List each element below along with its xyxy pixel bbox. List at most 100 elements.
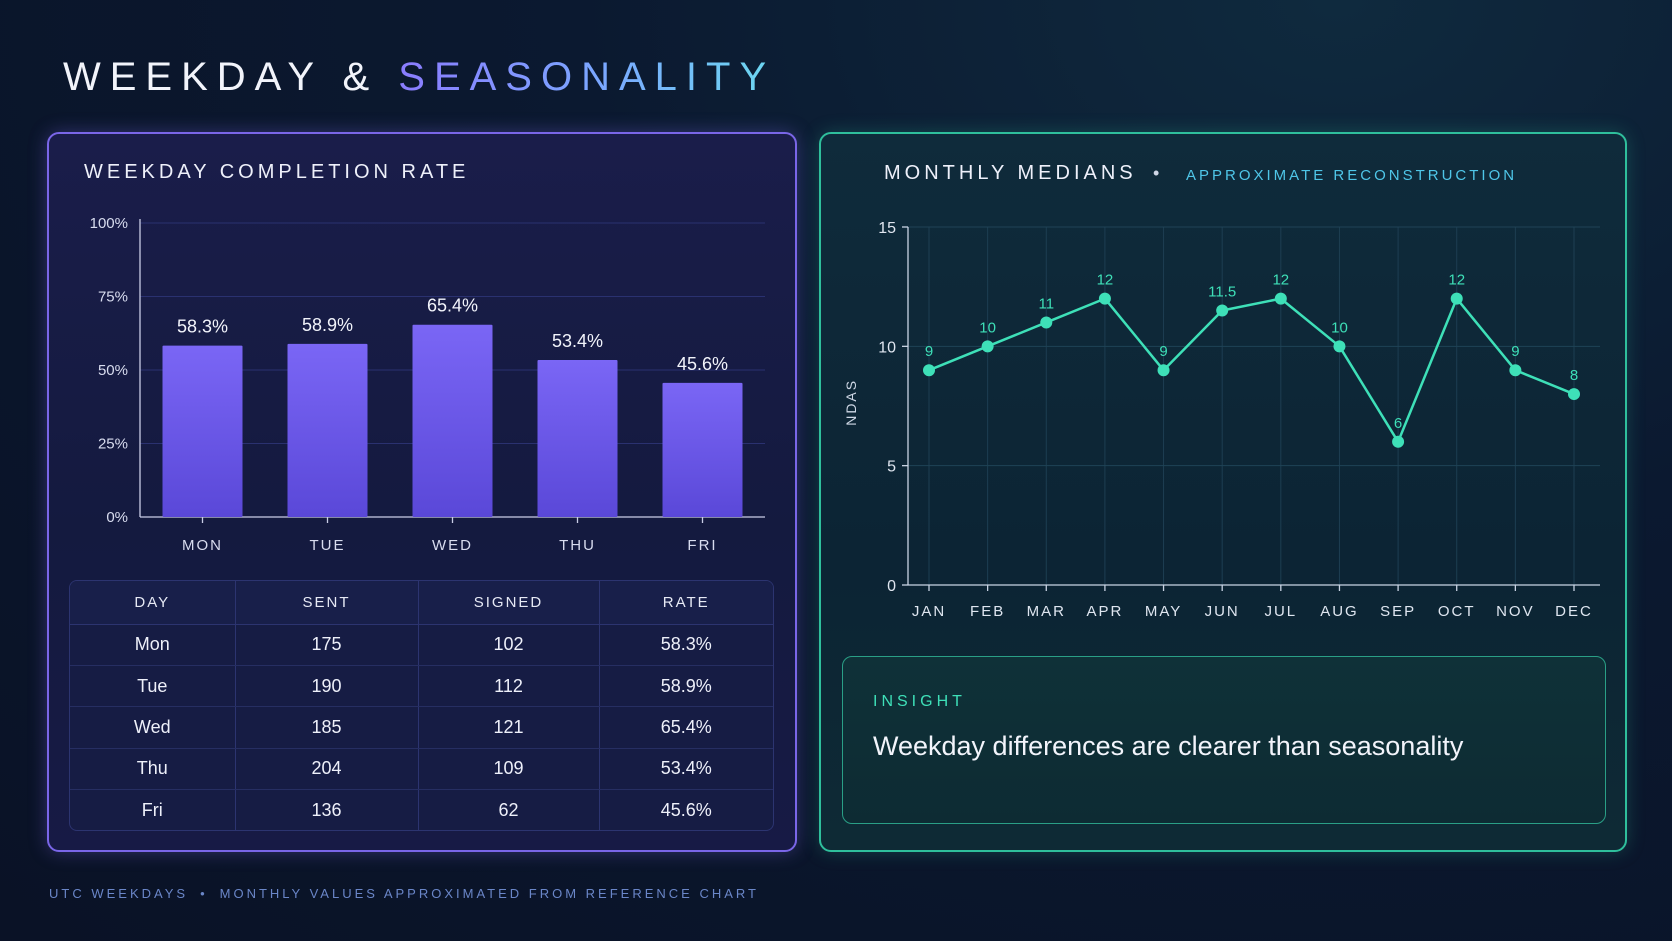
line-x-tick-label: JAN <box>912 603 946 620</box>
table-header-row: DAY SENT SIGNED RATE <box>70 581 773 625</box>
line-data-label: 6 <box>1394 415 1402 432</box>
line-x-tick-label: OCT <box>1438 603 1476 620</box>
bar-data-label: 58.9% <box>302 315 353 335</box>
line-x-tick-label: MAY <box>1145 603 1182 620</box>
line-x-tick-label: NOV <box>1496 603 1535 620</box>
table-cell: Wed <box>70 706 236 749</box>
line-data-label: 9 <box>925 343 933 360</box>
insight-label: INSIGHT <box>873 693 966 710</box>
line-x-tick-label: AUG <box>1320 603 1359 620</box>
table-row: Tue 190 112 58.9% <box>70 665 773 708</box>
line-data-label: 9 <box>1159 343 1167 360</box>
table-header-day: DAY <box>70 581 236 625</box>
line-y-axis-label: NDAS <box>843 379 859 426</box>
bar-x-tick-label: MON <box>182 537 223 554</box>
line-x-tick-label: FEB <box>970 603 1005 620</box>
line-y-tick-label: 10 <box>878 339 896 356</box>
weekday-panel-heading: WEEKDAY COMPLETION RATE <box>84 161 470 183</box>
line-point <box>1157 364 1170 377</box>
line-x-tick-label: MAR <box>1027 603 1066 620</box>
line-x-tick-label: DEC <box>1555 603 1593 620</box>
line-point <box>1509 364 1522 377</box>
table-cell: 204 <box>235 748 419 791</box>
line-data-label: 10 <box>1331 319 1348 336</box>
line-point <box>1450 292 1463 305</box>
bar-data-label: 65.4% <box>427 296 478 316</box>
footer-note: UTC WEEKDAYS • MONTHLY VALUES APPROXIMATED… <box>49 886 759 901</box>
line-point <box>1568 388 1580 401</box>
bar-data-label: 45.6% <box>677 354 728 374</box>
table-row: Mon 175 102 58.3% <box>70 624 773 666</box>
table-header-sent: SENT <box>235 581 419 625</box>
table-row: Fri 136 62 45.6% <box>70 789 773 830</box>
line-data-label: 11 <box>1038 295 1054 312</box>
weekday-table: DAY SENT SIGNED RATE Mon 175 102 58.3% T… <box>69 580 774 831</box>
bar <box>537 360 618 517</box>
line-point <box>1216 304 1229 317</box>
footer-separator: • <box>200 886 208 901</box>
line-point <box>981 340 994 353</box>
bar-y-tick-label: 25% <box>98 436 128 453</box>
bar-y-tick-label: 75% <box>98 289 128 306</box>
series-line <box>928 297 1575 444</box>
insight-box: INSIGHT Weekday differences are clearer … <box>842 656 1606 824</box>
weekday-bar-chart: 0% 25% 50% 75% 100% 58.3% MON 58.9% TUE 65.4% WED 5… <box>90 215 765 554</box>
line-data-label: 12 <box>1448 272 1465 289</box>
table-cell: 53.4% <box>599 748 773 791</box>
bar <box>162 345 243 517</box>
table-row: Wed 185 121 65.4% <box>70 706 773 749</box>
table-cell: Thu <box>70 748 236 791</box>
bar <box>287 343 368 517</box>
page-title: WEEKDAY & SEASONALITY <box>63 55 775 100</box>
table-cell: 109 <box>418 748 600 791</box>
table-row: Thu 204 109 53.4% <box>70 748 773 791</box>
line-y-tick-label: 0 <box>887 578 896 595</box>
table-cell: 175 <box>235 624 419 666</box>
table-cell: 136 <box>235 789 419 830</box>
bar <box>412 324 493 517</box>
line-x-tick-label: JUN <box>1205 603 1240 620</box>
table-cell: 58.9% <box>599 665 773 708</box>
bar-x-tick-label: THU <box>559 537 596 554</box>
page-title-accent: SEASONALITY <box>398 55 776 99</box>
line-x-tick-label: SEP <box>1380 603 1416 620</box>
table-cell: 45.6% <box>660 799 712 820</box>
footer-left: UTC WEEKDAYS <box>49 886 189 901</box>
line-data-label: 8 <box>1570 367 1578 384</box>
page-title-main: WEEKDAY & <box>63 55 379 99</box>
table-cell: 65.4% <box>599 706 773 749</box>
line-data-label: 9 <box>1511 343 1519 360</box>
line-x-tick-label: APR <box>1086 603 1123 620</box>
line-data-label: 12 <box>1272 272 1289 289</box>
table-cell: 121 <box>418 706 600 749</box>
line-point <box>1098 292 1111 305</box>
bar-y-tick-label: 50% <box>98 362 128 379</box>
table-cell: Tue <box>70 665 236 708</box>
bar-data-label: 53.4% <box>552 331 603 351</box>
bar-x-tick-label: TUE <box>310 537 346 554</box>
bar-x-tick-label: WED <box>432 537 473 554</box>
bar-x-tick-label: FRI <box>687 537 717 554</box>
heading-separator: • <box>1153 163 1160 183</box>
table-cell: 190 <box>235 665 419 708</box>
line-data-label: 12 <box>1097 272 1114 289</box>
bar-data-label: 58.3% <box>177 317 228 337</box>
line-y-tick-label: 5 <box>887 459 896 476</box>
table-cell: Fri <box>70 789 236 830</box>
line-point <box>1274 292 1287 305</box>
table-header-signed: SIGNED <box>418 581 600 625</box>
table-header-rate: RATE <box>599 581 773 625</box>
table-cell: 62 <box>418 789 600 830</box>
line-x-tick-label: JUL <box>1264 603 1297 620</box>
line-data-label: 10 <box>979 319 996 336</box>
table-cell: 112 <box>418 665 600 708</box>
monthly-panel-subheading: APPROXIMATE RECONSTRUCTION <box>1186 167 1518 184</box>
table-cell: 185 <box>235 706 419 749</box>
line-data-label: 11.5 <box>1208 284 1236 301</box>
table-cell: 102 <box>418 624 600 666</box>
bar-y-tick-label: 0% <box>106 509 128 526</box>
insight-text: Weekday differences are clearer than sea… <box>873 731 1464 761</box>
line-point <box>923 364 935 377</box>
table-cell: Mon <box>70 624 236 666</box>
monthly-panel-heading: MONTHLY MEDIANS <box>884 162 1137 184</box>
